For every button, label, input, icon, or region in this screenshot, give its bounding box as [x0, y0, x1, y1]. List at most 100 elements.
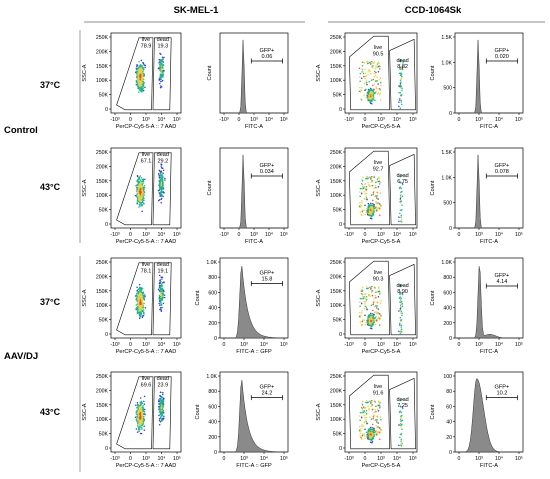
scatter-panel-7: live92.7dead6.75250K200K150K100K50K0-10³…: [316, 147, 418, 245]
hist-x-label: FITC-A: [245, 124, 263, 130]
event-dot: [380, 84, 382, 87]
scatter-xtick-label: 10³: [377, 342, 385, 348]
event-dot: [401, 75, 403, 78]
event-dot: [370, 326, 373, 328]
event-dot: [359, 91, 362, 93]
event-dot: [378, 203, 381, 205]
event-dot: [142, 291, 145, 293]
event-dot: [362, 185, 364, 188]
event-dot: [136, 286, 138, 289]
event-dot: [375, 87, 377, 89]
event-dot: [378, 214, 381, 216]
event-dot: [400, 87, 402, 89]
event-dot: [135, 304, 138, 306]
event-dot: [138, 206, 140, 208]
event-dot: [138, 293, 140, 296]
event-dot: [367, 437, 369, 439]
event-dot: [160, 63, 162, 66]
scatter-ytick-label: 0: [105, 107, 108, 113]
hist-xtick-label: 10⁵: [515, 342, 523, 348]
event-dot: [365, 195, 367, 197]
event-dot: [139, 186, 141, 188]
event-dot: [143, 302, 145, 305]
event-dot: [370, 316, 373, 319]
event-dot: [373, 205, 376, 208]
event-dot: [371, 313, 373, 316]
event-dot: [370, 89, 373, 91]
hist-ytick-label: 60: [446, 404, 452, 410]
scatter-xtick-label: 0: [129, 456, 132, 462]
event-dot: [359, 191, 361, 193]
event-dot: [373, 72, 375, 74]
event-dot: [143, 81, 145, 84]
scatter-x-label: PerCP-Cy5-5-A: [362, 463, 401, 469]
event-dot: [402, 65, 404, 68]
event-dot: [141, 422, 143, 424]
event-dot: [137, 177, 139, 179]
hist-x-label: FITC-A: [480, 124, 498, 130]
event-dot: [367, 71, 369, 73]
event-dot: [363, 186, 365, 188]
scatter-xtick-label: -10³: [110, 342, 119, 348]
event-dot: [138, 307, 140, 310]
event-dot: [399, 317, 402, 319]
event-dot: [142, 71, 144, 73]
event-dot: [140, 59, 143, 62]
event-dot: [134, 194, 137, 197]
event-dot: [398, 411, 401, 413]
event-dot: [367, 92, 370, 95]
hist-xtick-label: 10⁵: [515, 117, 523, 123]
plot-frame: [110, 371, 182, 453]
event-dot: [141, 297, 143, 300]
event-dot: [364, 314, 366, 316]
event-dot: [371, 427, 373, 430]
scatter-xtick-label: -10³: [110, 117, 119, 123]
event-dot: [378, 88, 381, 90]
event-dot: [362, 406, 365, 408]
event-dot: [365, 190, 368, 192]
event-dot: [139, 418, 142, 420]
hist-xtick-label: 10³: [240, 342, 248, 348]
event-dot: [159, 86, 162, 89]
event-dot: [159, 304, 161, 306]
event-dot: [362, 61, 365, 63]
histogram-area: [221, 266, 288, 339]
event-dot: [141, 190, 143, 193]
event-dot: [158, 169, 161, 172]
event-dot: [363, 307, 366, 310]
event-dot: [139, 314, 141, 316]
event-dot: [160, 301, 162, 304]
event-dot: [141, 406, 144, 408]
event-dot: [399, 59, 402, 61]
gfp-gate-name: GFP+: [260, 271, 275, 277]
dead-gate-name: dead: [396, 173, 408, 179]
event-dot: [399, 181, 402, 184]
hist-xtick-label: 10⁴: [265, 232, 273, 238]
event-dot: [364, 417, 366, 419]
live-gate-name: live: [142, 376, 150, 382]
event-dot: [140, 80, 143, 82]
scatter-ytick-label: 250K: [330, 150, 343, 156]
scatter-x-label: PerCP-Cy5-5-A :: 7 AAD: [116, 124, 177, 130]
event-dot: [160, 404, 163, 406]
event-dot: [371, 210, 373, 212]
hist-xtick-label: -10³: [219, 232, 228, 238]
hist-ytick-label: 1.0K: [441, 175, 452, 181]
scatter-ytick-label: 250K: [96, 374, 109, 380]
event-dot: [363, 435, 366, 437]
scatter-ytick-label: 0: [339, 107, 342, 113]
event-dot: [370, 92, 372, 95]
event-dot: [375, 312, 377, 314]
event-dot: [375, 197, 378, 199]
event-dot: [160, 411, 162, 414]
histogram-area: [221, 380, 288, 453]
event-dot: [161, 409, 163, 412]
event-dot: [365, 305, 367, 307]
event-dot: [137, 180, 140, 183]
event-dot: [361, 286, 364, 288]
event-dot: [139, 78, 141, 81]
event-dot: [377, 422, 379, 424]
event-dot: [372, 193, 374, 196]
event-dot: [401, 183, 404, 186]
event-dot: [163, 397, 165, 400]
